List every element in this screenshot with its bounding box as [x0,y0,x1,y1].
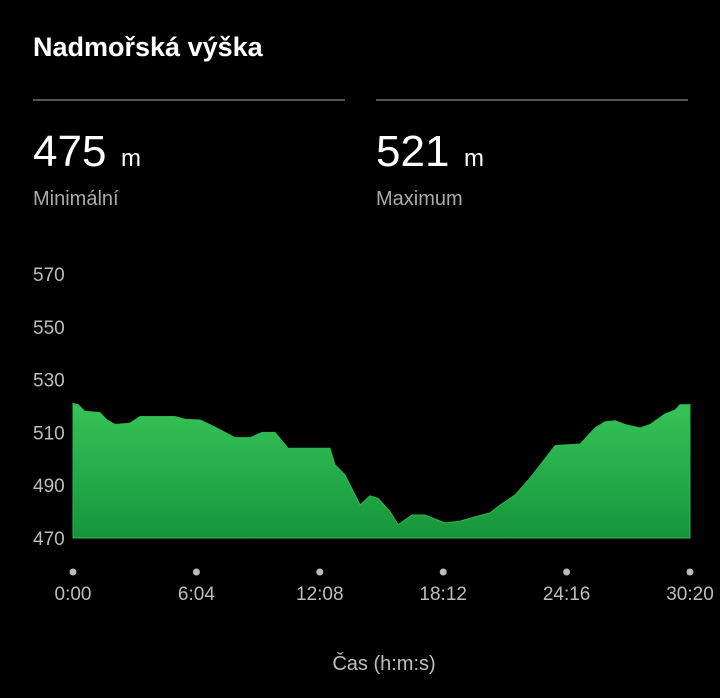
x-tick-dot [439,568,447,576]
x-tick-label: 24:16 [543,584,591,605]
y-tick-label: 510 [33,423,65,444]
x-tick-dot [69,568,77,576]
stat-label: Minimální [33,188,119,210]
x-tick-dot [563,568,571,576]
x-tick-label: 12:08 [296,584,344,605]
x-axis-label: Čas (h:m:s) [332,652,435,675]
stat-value: 521 [376,127,449,176]
y-tick-label: 570 [33,265,65,286]
y-tick-label: 550 [33,318,65,339]
title: Nadmořská výška [33,32,264,62]
x-tick-label: 30:20 [666,584,714,605]
y-tick-label: 530 [33,371,65,392]
x-tick-label: 0:00 [55,584,92,605]
x-tick-dot [316,568,324,576]
y-tick-label: 490 [33,476,65,497]
stat-label: Maximum [376,188,463,210]
x-tick-label: 6:04 [178,584,215,605]
x-tick-dot [192,568,200,576]
elevation-area [72,402,691,539]
stat-value: 475 [33,127,106,176]
y-tick-label: 470 [33,529,65,550]
x-tick-dot [686,568,694,576]
x-tick-label: 18:12 [419,584,467,605]
stat-unit: m [464,145,484,172]
stat-unit: m [121,145,141,172]
